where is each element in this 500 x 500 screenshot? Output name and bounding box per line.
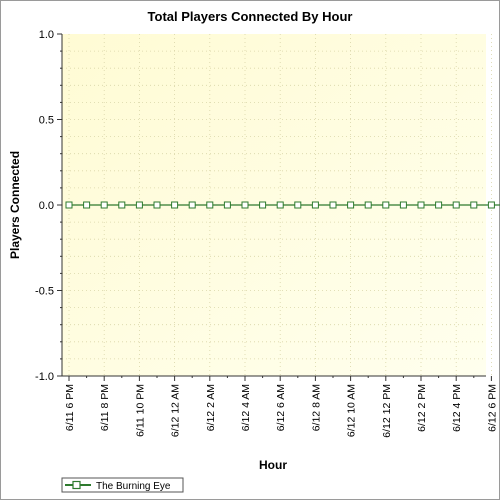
data-point <box>399 201 407 209</box>
data-point <box>100 201 108 209</box>
data-point <box>153 201 161 209</box>
data-point <box>487 201 495 209</box>
x-tick-label: 6/12 2 PM <box>416 384 428 432</box>
legend: The Burning Eye <box>61 477 184 493</box>
x-tick-label: 6/11 6 PM <box>64 384 76 431</box>
legend-box <box>61 477 184 493</box>
data-point <box>347 201 355 209</box>
x-axis: 6/11 6 PM 6/11 8 PM 6/11 10 PM 6/12 12 AM 6/… <box>62 375 498 438</box>
chart-title: Total Players Connected By Hour <box>148 9 353 24</box>
x-tick-label: 6/12 4 PM <box>451 384 463 432</box>
data-point <box>223 201 231 209</box>
data-point <box>417 201 425 209</box>
data-point <box>329 201 337 209</box>
y-tick-label: 0.5 <box>39 115 54 127</box>
x-tick-label: 6/11 10 PM <box>134 384 146 437</box>
data-point <box>241 201 249 209</box>
data-point <box>118 201 126 209</box>
data-point <box>259 201 267 209</box>
data-point <box>435 201 443 209</box>
x-tick-label: 6/12 12 AM <box>170 384 182 437</box>
x-tick-label: 6/12 12 PM <box>381 384 393 438</box>
x-tick-label: 6/12 6 AM <box>275 384 287 431</box>
y-axis-title: Players Connected <box>8 151 22 259</box>
data-point <box>171 201 179 209</box>
legend-marker-swatch <box>72 480 81 490</box>
x-tick-label: 6/12 4 AM <box>240 384 252 431</box>
y-tick-label: -0.5 <box>35 286 54 298</box>
data-point <box>311 201 319 209</box>
x-tick-label: 6/11 8 PM <box>99 384 111 431</box>
data-point <box>206 201 214 209</box>
x-tick-label: 6/12 8 AM <box>310 384 322 431</box>
data-point <box>382 201 390 209</box>
x-tick-label: 6/12 6 PM <box>486 384 498 432</box>
data-point <box>364 201 372 209</box>
y-axis: 1.0 0.5 0.0 -0.5 -1.0 <box>35 29 63 383</box>
data-point <box>276 201 284 209</box>
data-point <box>135 201 143 209</box>
series-layer <box>65 201 500 209</box>
data-point <box>452 201 460 209</box>
data-point <box>65 201 73 209</box>
x-axis-title: Hour <box>259 458 287 472</box>
data-point <box>470 201 478 209</box>
data-point <box>294 201 302 209</box>
grid-lines <box>62 34 492 376</box>
data-point <box>83 201 91 209</box>
data-point <box>188 201 196 209</box>
legend-label-the-burning-eye: The Burning Eye <box>96 481 171 492</box>
y-tick-label: 0.0 <box>39 200 54 212</box>
y-tick-label: -1.0 <box>35 371 54 383</box>
x-tick-label: 6/12 2 AM <box>205 384 217 431</box>
x-tick-label: 6/12 10 AM <box>346 384 358 437</box>
y-tick-label: 1.0 <box>39 29 54 41</box>
